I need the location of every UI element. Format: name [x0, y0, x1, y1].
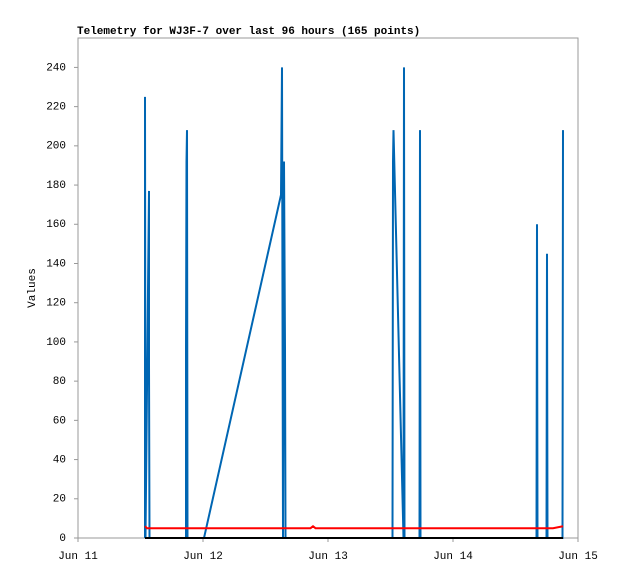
- x-tick-label: Jun 14: [433, 551, 473, 563]
- y-tick-label: 20: [53, 494, 66, 506]
- y-tick-label: 100: [46, 337, 66, 349]
- y-tick-label: 160: [46, 219, 66, 231]
- series-line: [144, 524, 564, 530]
- y-tick-label: 220: [46, 102, 66, 114]
- y-tick-label: 60: [53, 415, 66, 427]
- x-tick-label: Jun 15: [558, 551, 598, 563]
- y-tick-label: 240: [46, 62, 66, 74]
- y-tick-label: 40: [53, 454, 66, 466]
- x-tick-label: Jun 13: [308, 551, 348, 563]
- y-tick-label: 120: [46, 298, 66, 310]
- y-tick-label: 80: [53, 376, 66, 388]
- y-tick-label: 180: [46, 180, 66, 192]
- chart-title: Telemetry for WJ3F-7 over last 96 hours …: [77, 26, 420, 38]
- x-tick-label: Jun 11: [58, 551, 98, 563]
- y-tick-label: 0: [59, 533, 66, 545]
- y-tick-label: 200: [46, 141, 66, 153]
- x-tick-label: Jun 12: [183, 551, 223, 563]
- y-tick-label: 140: [46, 258, 66, 270]
- y-axis-label: Values: [27, 268, 39, 308]
